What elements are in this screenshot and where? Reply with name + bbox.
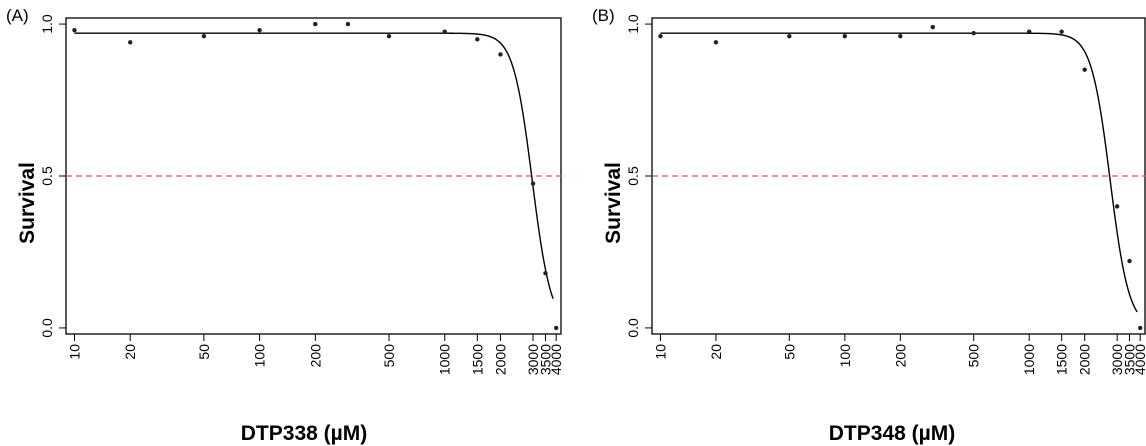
x-tick-label: 20 xyxy=(122,344,138,360)
data-point xyxy=(543,271,548,276)
x-tick-label: 20 xyxy=(708,344,724,360)
panel-a: (A) Survival DTP338 (µM) 0.0 0.5 1.0 10 20 50… xyxy=(6,6,564,445)
data-point xyxy=(201,34,207,39)
y-tick-label: 0.5 xyxy=(39,166,55,186)
data-point xyxy=(1027,29,1032,34)
data-point xyxy=(713,40,719,45)
y-tick-label: 0.5 xyxy=(625,166,641,186)
data-point xyxy=(498,52,503,57)
fit-curve xyxy=(74,32,554,299)
x-tick-label: 500 xyxy=(381,344,397,368)
x-tick-label: 200 xyxy=(307,344,323,368)
y-axis-title: Survival xyxy=(16,162,39,244)
data-point xyxy=(553,325,559,331)
x-tick-label: 1500 xyxy=(1054,344,1070,375)
data-point xyxy=(787,34,792,39)
data-point xyxy=(530,181,536,186)
x-tick-label: 200 xyxy=(892,344,908,368)
x-tick-label: 3000 xyxy=(1109,344,1125,375)
fit-curve xyxy=(660,32,1138,313)
panel-label: (B) xyxy=(592,6,615,25)
x-tick-label: 50 xyxy=(781,344,797,360)
y-axis-title: Survival xyxy=(602,162,625,244)
y-tick-label: 0.0 xyxy=(39,318,55,338)
x-tick-label: 1000 xyxy=(1021,344,1037,375)
data-point xyxy=(1127,258,1132,264)
data-point xyxy=(1114,204,1120,209)
x-tick-label: 100 xyxy=(252,344,268,368)
x-tick-label: 4000 xyxy=(548,344,564,375)
data-point xyxy=(930,24,935,30)
data-point xyxy=(345,21,351,27)
x-tick-label: 500 xyxy=(966,344,982,368)
data-point xyxy=(442,29,447,34)
data-point xyxy=(313,21,318,27)
x-tick-label: 10 xyxy=(66,344,82,360)
data-point xyxy=(971,30,976,36)
data-point xyxy=(1138,325,1143,331)
x-tick-label: 4000 xyxy=(1132,344,1146,375)
data-point xyxy=(72,27,77,33)
data-point xyxy=(842,34,848,39)
data-point xyxy=(1059,29,1064,34)
x-tick-label: 3500 xyxy=(537,344,553,375)
x-tick-label: 3500 xyxy=(1122,344,1138,375)
panel-label: (A) xyxy=(6,6,29,25)
data-point xyxy=(658,34,663,39)
x-axis-title: DTP348 (µM) xyxy=(829,422,955,445)
x-tick-label: 100 xyxy=(837,344,853,368)
panel-b: (B) Survival DTP348 (µM) 0.0 0.5 1.0 10 20 50… xyxy=(592,6,1146,445)
x-tick-label: 1500 xyxy=(469,344,485,375)
data-point xyxy=(386,34,392,39)
data-point xyxy=(1082,67,1087,72)
data-point xyxy=(128,40,133,45)
data-point xyxy=(257,27,262,33)
x-tick-label: 2000 xyxy=(1077,344,1093,375)
y-tick-label: 1.0 xyxy=(625,14,641,34)
data-point xyxy=(475,37,480,42)
x-tick-label: 2000 xyxy=(492,344,508,375)
x-tick-label: 3000 xyxy=(525,344,541,375)
y-tick-label: 1.0 xyxy=(39,14,55,34)
x-tick-label: 50 xyxy=(196,344,212,360)
x-tick-label: 1000 xyxy=(437,344,453,375)
x-axis-title: DTP338 (µM) xyxy=(241,422,367,445)
data-point xyxy=(898,34,903,39)
x-tick-label: 10 xyxy=(652,344,668,360)
y-tick-label: 0.0 xyxy=(625,318,641,338)
